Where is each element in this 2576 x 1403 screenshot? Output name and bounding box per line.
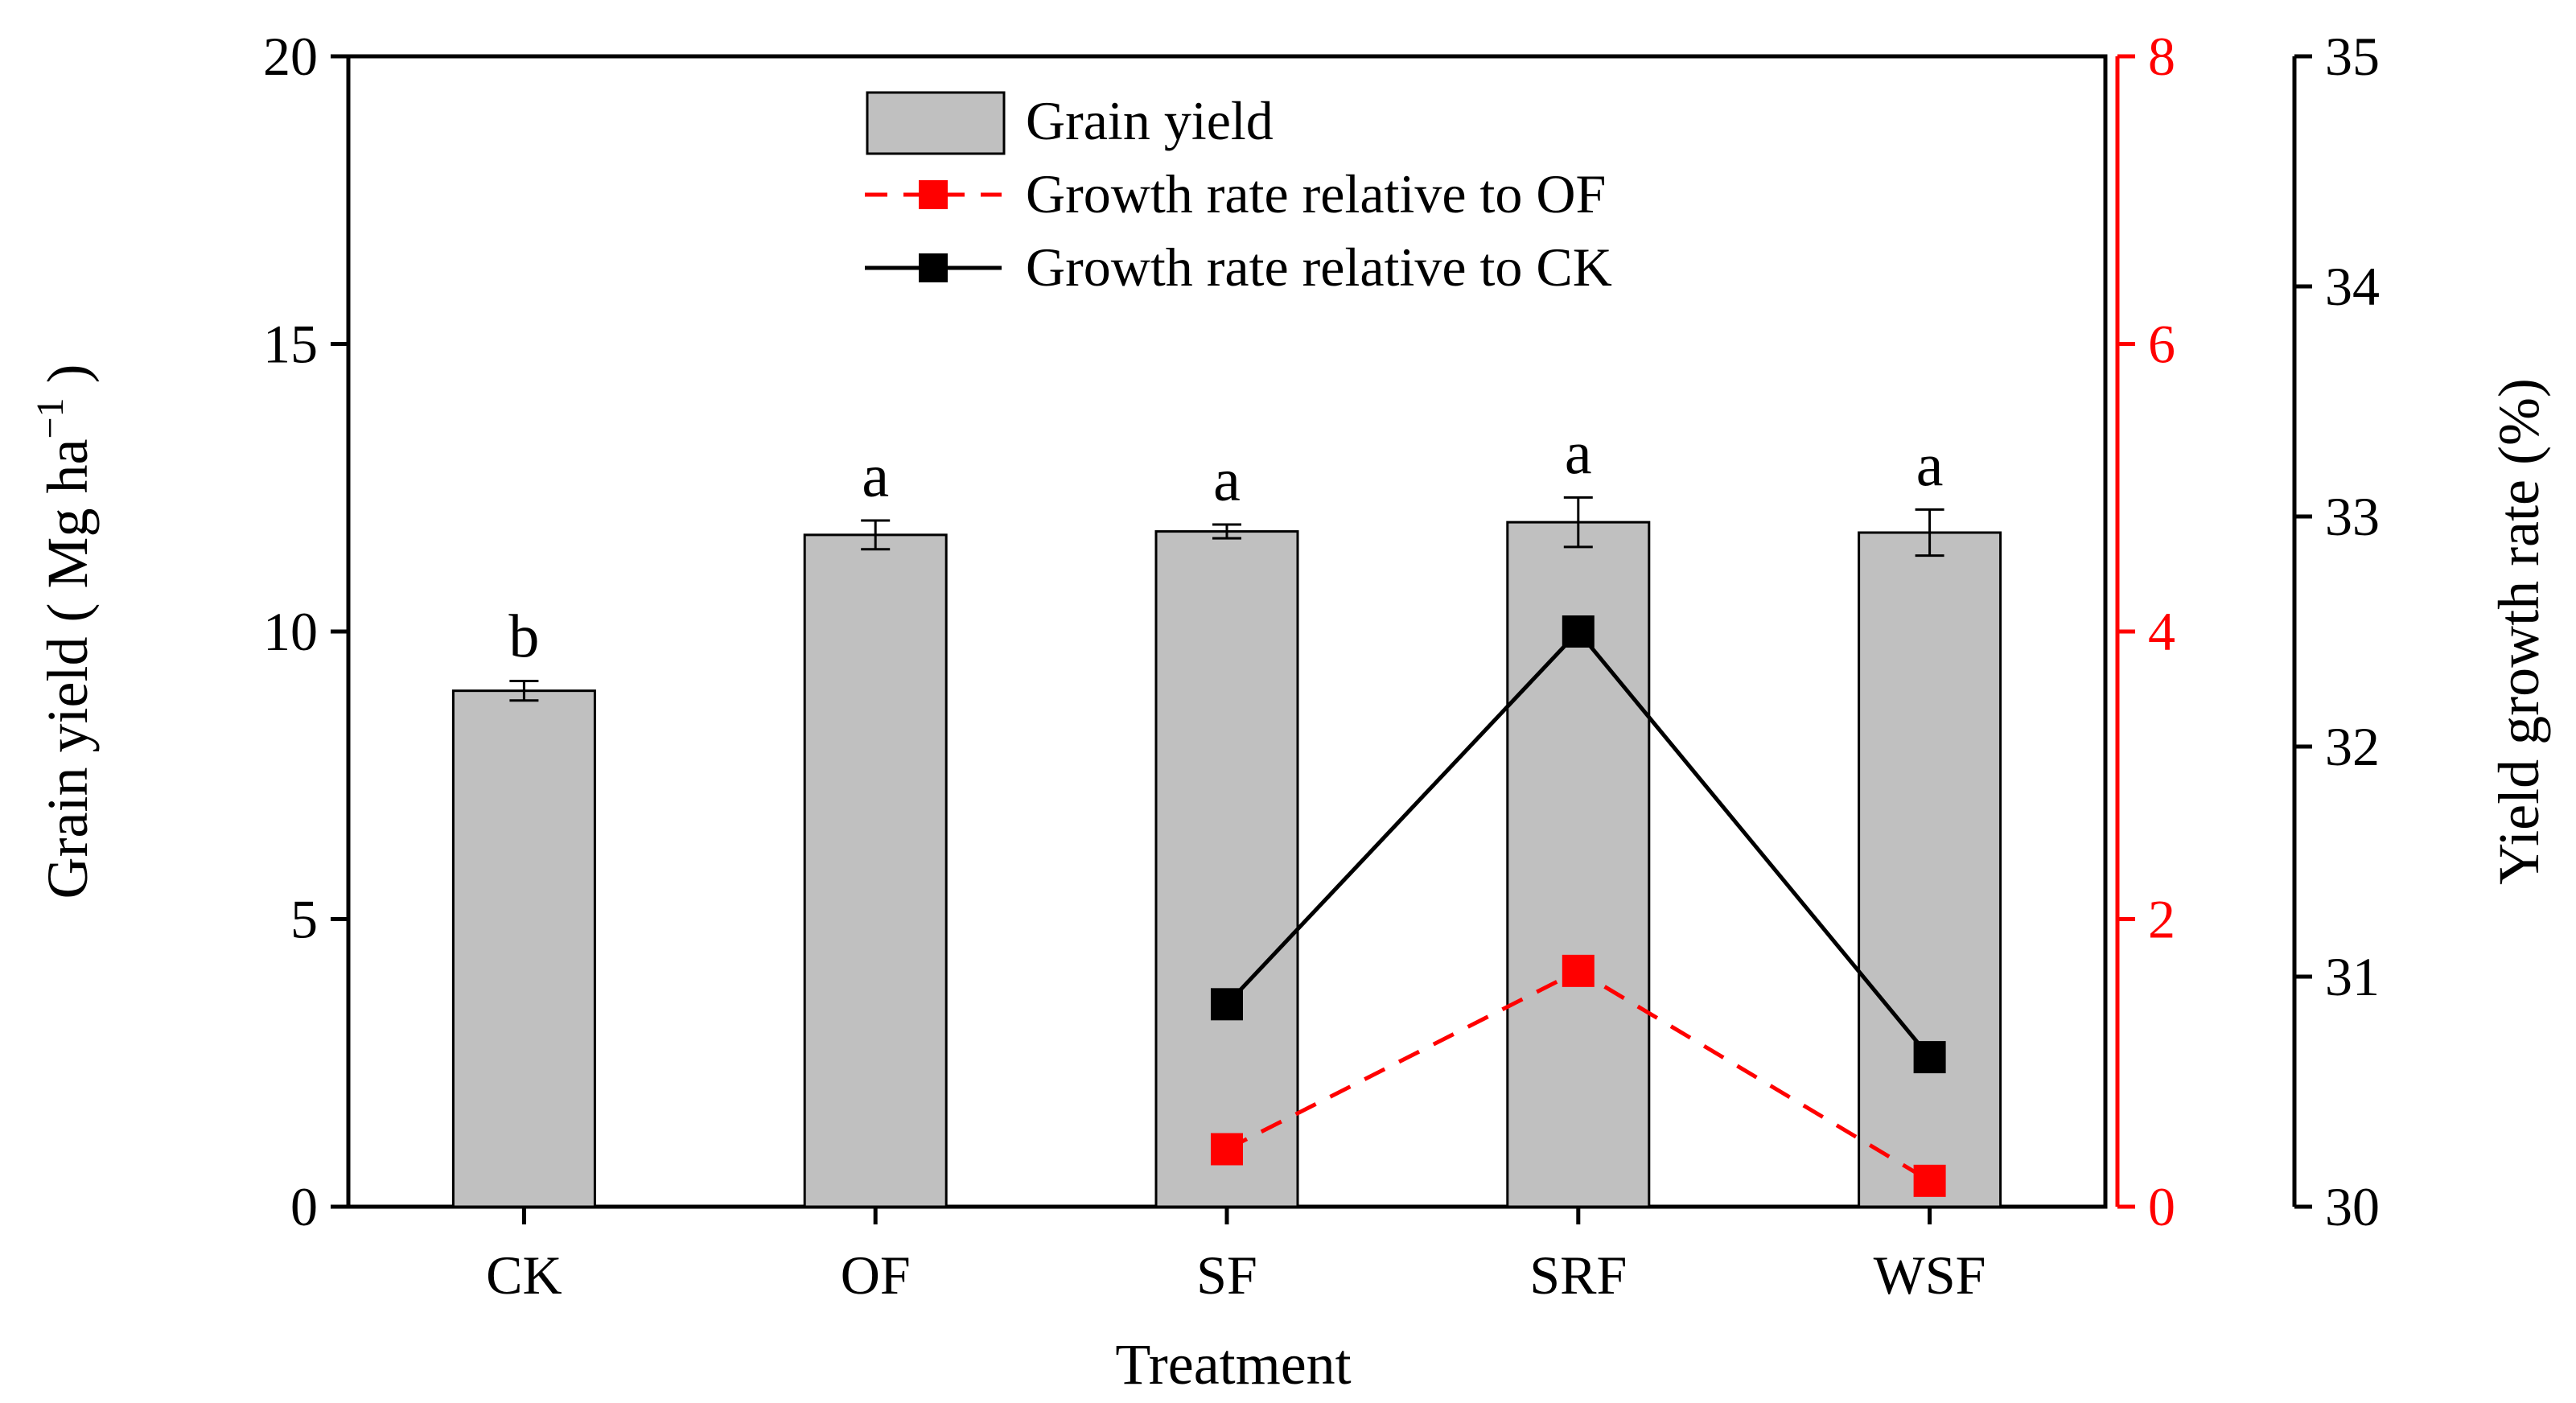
x-axis-title: Treatment [1115,1332,1351,1397]
series-point-ck-srf [1562,615,1595,648]
left-axis-title-main: Grain yield ( Mg ha [35,439,100,899]
legend-label-grain-yield: Grain yield [1026,90,1274,151]
black-tick-label-35: 35 [2325,26,2380,87]
legend-marker-ck [919,253,948,282]
left-tick-label-0: 0 [290,1176,318,1237]
black-tick-label-31: 31 [2325,946,2380,1007]
left-axis-title-end: ) [35,364,100,398]
series-layer [1211,615,1946,1197]
legend-label-of: Growth rate relative to OF [1026,163,1606,224]
significance-wsf: a [1916,431,1944,499]
x-tick-label-srf: SRF [1529,1245,1627,1306]
left-axis-title: Grain yield ( Mg ha−1 ) [29,364,100,899]
red-tick-label-8: 8 [2148,26,2175,87]
red-tick-label-2: 2 [2148,889,2175,950]
red-tick-label-6: 6 [2148,314,2175,375]
significance-ck: b [508,603,539,670]
series-point-of-wsf [1913,1164,1946,1197]
x-tick-label-wsf: WSF [1874,1245,1986,1306]
series-point-of-srf [1562,954,1595,987]
axes-ticks: 0 5 10 15 20 0 2 4 6 8 30 31 32 33 34 35 CK OF SF SRF WSF [263,26,2380,1306]
x-tick-label-sf: SF [1196,1245,1257,1306]
red-tick-label-4: 4 [2148,601,2175,662]
bar-wsf [1858,531,2002,1208]
error-bars-layer [509,496,1944,702]
black-tick-label-30: 30 [2325,1176,2380,1237]
series-point-ck-sf [1211,988,1243,1021]
bar-of [803,533,948,1208]
left-tick-label-10: 10 [263,601,318,662]
left-tick-label-15: 15 [263,314,318,375]
black-tick-label-32: 32 [2325,716,2380,777]
legend: Grain yield Growth rate relative to OF G… [865,90,1612,298]
black-tick-label-34: 34 [2325,256,2380,317]
series-point-ck-wsf [1913,1041,1946,1074]
x-tick-label-ck: CK [486,1245,562,1306]
significance-labels: b a a a a [508,419,1943,670]
x-tick-label-of: OF [841,1245,911,1306]
left-axis-title-sup: −1 [29,398,72,439]
black-tick-label-33: 33 [2325,486,2380,547]
significance-srf: a [1565,419,1592,487]
legend-swatch-grain-yield [866,91,1006,155]
red-tick-label-0: 0 [2148,1176,2175,1237]
right-axis-title: Yield growth rate (%) [2487,378,2551,885]
bar-sf [1154,530,1299,1208]
left-tick-label-5: 5 [290,889,318,950]
series-point-of-sf [1211,1133,1243,1166]
significance-of: a [862,442,889,510]
left-tick-label-20: 20 [263,26,318,87]
legend-label-ck: Growth rate relative to CK [1026,237,1612,298]
legend-marker-of [919,180,948,209]
significance-sf: a [1213,446,1241,514]
bar-ck [451,689,596,1208]
